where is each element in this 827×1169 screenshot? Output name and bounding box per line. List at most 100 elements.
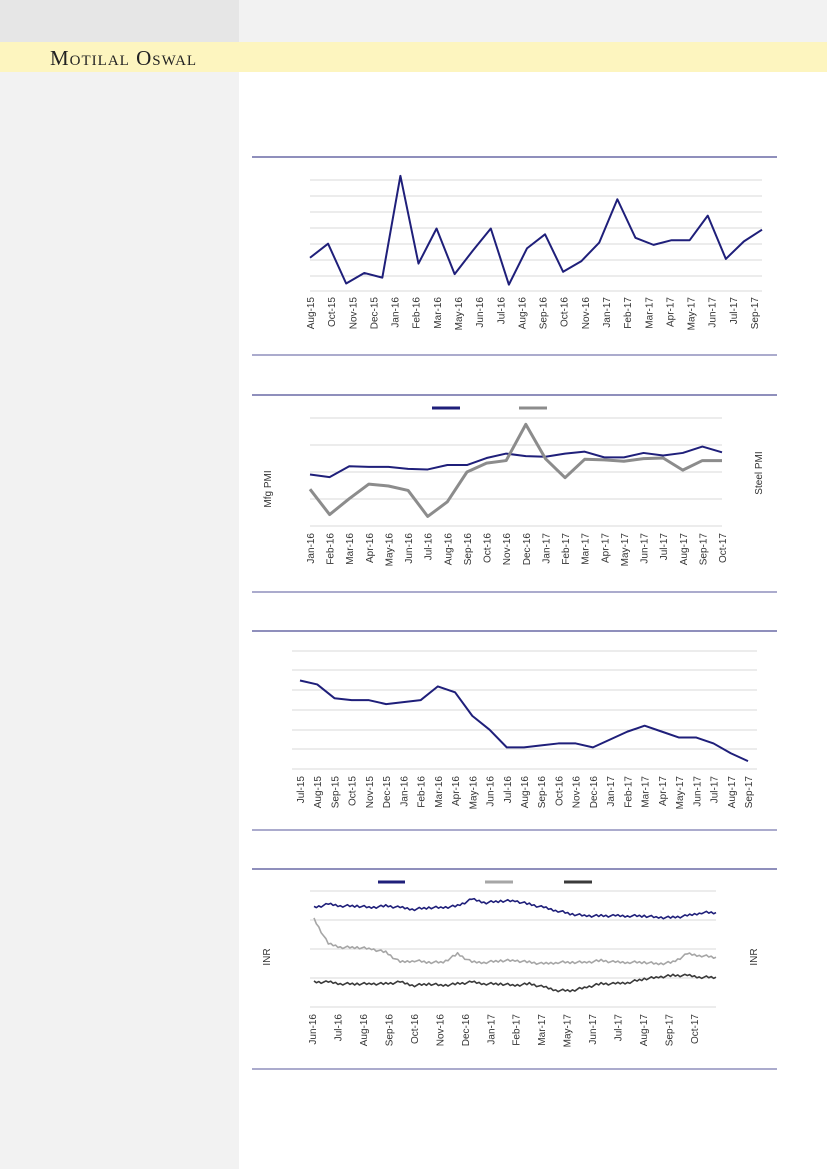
chart3-x-tick-label: Dec-15	[382, 776, 393, 809]
chart3-x-tick-label: Jun-16	[486, 776, 497, 807]
chart1-x-tick-label: Feb-17	[623, 297, 634, 329]
chart4-series-3	[313, 973, 717, 993]
chart1-x-tick-label: Jun-17	[708, 297, 719, 328]
chart4-x-tick-label: Oct-16	[410, 1014, 421, 1044]
chart2-x-tick-label: Dec-16	[522, 533, 533, 566]
left-sidebar	[0, 72, 239, 1169]
chart1-x-tick-label: Aug-16	[517, 297, 528, 330]
chart3-series-line	[299, 679, 749, 763]
chart3-x-tick-label: Aug-17	[727, 776, 738, 809]
chart3-x-tick-label: Aug-16	[520, 776, 531, 809]
chart1-x-tick-label: Oct-15	[327, 297, 338, 327]
chart1-x-tick-label: Nov-15	[348, 297, 359, 330]
chart3-x-tick-label: Feb-16	[417, 776, 428, 808]
chart2-series-steel-pmi	[308, 422, 722, 518]
chart1-x-tick-label: Feb-16	[412, 297, 423, 329]
chart3-x-tick-label: Apr-16	[451, 776, 462, 806]
header-band-right	[239, 0, 827, 42]
chart2-x-tick-label: Aug-16	[443, 533, 454, 566]
chart4-series-1	[313, 897, 717, 920]
chart3-x-tick-label: Oct-16	[554, 776, 565, 806]
chart1-x-tick-label: Jul-17	[729, 297, 740, 325]
chart1-x-tick-label: Jun-16	[475, 297, 486, 328]
chart2-x-tick-label: Oct-16	[483, 533, 494, 563]
chart1-x-tick-label: Jan-16	[391, 297, 402, 328]
chart3-x-tick-label: Feb-17	[623, 776, 634, 808]
chart2-x-tick-label: Jul-17	[659, 533, 670, 561]
chart3-x-tick-label: Jul-17	[710, 776, 721, 804]
chart3-x-tick-label: Sep-16	[537, 776, 548, 809]
chart4-x-tick-label: Sep-17	[665, 1014, 676, 1047]
chart2-x-tick-label: Apr-17	[600, 533, 611, 563]
chart3-x-tick-label: Jan-17	[606, 776, 617, 807]
brand-band	[0, 42, 827, 72]
chart1-x-tick-label: May-17	[687, 297, 698, 331]
chart3-x-tick-label: Jul-15	[296, 776, 307, 804]
chart4-x-tick-label: Jul-17	[614, 1014, 625, 1042]
chart2-x-tick-label: Apr-16	[365, 533, 376, 563]
chart3-x-tick-label: Sep-15	[330, 776, 341, 809]
brand-logo: Motilal Oswal	[50, 46, 198, 70]
header-band-left	[0, 0, 239, 42]
chart2-x-tick-label: Nov-16	[502, 533, 513, 566]
chart3-x-tick-label: Sep-17	[744, 776, 755, 809]
chart3-x-tick-label: Dec-16	[589, 776, 600, 809]
chart2-y2-axis-label: Steel PMI	[754, 451, 765, 494]
chart3-x-tick-label: Aug-15	[313, 776, 324, 809]
chart1-x-tick-label: Oct-16	[560, 297, 571, 327]
chart2-x-tick-label: Mar-17	[581, 533, 592, 565]
chart4-x-tick-label: Aug-16	[359, 1014, 370, 1047]
chart2-series-mfg-pmi	[309, 445, 723, 479]
chart4-x-tick-label: Jan-17	[486, 1014, 497, 1045]
chart4-x-tick-label: Oct-17	[690, 1014, 701, 1044]
chart3-x-tick-label: May-16	[468, 776, 479, 810]
chart4-x-tick-label: Sep-16	[384, 1014, 395, 1047]
chart3-x-tick-label: Oct-15	[348, 776, 359, 806]
chart4-x-tick-label: Jul-16	[333, 1014, 344, 1042]
chart4-x-tick-label: Feb-17	[512, 1014, 523, 1046]
chart4-series-2	[313, 917, 717, 966]
chart3-x-tick-label: Jul-16	[503, 776, 514, 804]
chart2-x-tick-label: Oct-17	[718, 533, 729, 563]
chart1-x-tick-label: May-16	[454, 297, 465, 331]
chart2-x-tick-label: Feb-16	[326, 533, 337, 565]
chart4-y-axis-label: INR	[262, 948, 273, 965]
chart1-x-tick-label: Nov-16	[581, 297, 592, 330]
chart3-x-tick-label: Jun-17	[692, 776, 703, 807]
chart2-x-tick-label: Jul-16	[424, 533, 435, 561]
chart3-x-tick-label: Mar-17	[641, 776, 652, 808]
chart2-x-tick-label: Mar-16	[345, 533, 356, 565]
chart4-x-tick-label: Nov-16	[435, 1014, 446, 1047]
chart3-x-tick-label: Nov-16	[572, 776, 583, 809]
chart1-series-line	[309, 174, 763, 286]
chart1-x-tick-label: Dec-15	[369, 297, 380, 330]
chart1-x-tick-label: Jan-17	[602, 297, 613, 328]
chart2-x-tick-label: Jan-16	[306, 533, 317, 564]
chart4-x-tick-label: Jun-16	[308, 1014, 319, 1045]
chart2-x-tick-label: Aug-17	[679, 533, 690, 566]
chart2-x-tick-label: Jun-17	[640, 533, 651, 564]
chart2-x-tick-label: Sep-17	[698, 533, 709, 566]
chart3-x-tick-label: Jan-16	[399, 776, 410, 807]
chart1-x-tick-label: Sep-17	[750, 297, 761, 330]
chart1-x-tick-label: Jul-16	[496, 297, 507, 325]
chart3-x-tick-label: Nov-15	[365, 776, 376, 809]
chart3-x-tick-label: May-17	[675, 776, 686, 810]
chart2-x-tick-label: May-16	[384, 533, 395, 567]
chart4-x-tick-label: Mar-17	[537, 1014, 548, 1046]
chart1-x-tick-label: Sep-16	[539, 297, 550, 330]
chart4-x-tick-label: Dec-16	[461, 1014, 472, 1047]
chart2-x-tick-label: Jun-16	[404, 533, 415, 564]
chart4-y2-axis-label: INR	[749, 948, 760, 965]
chart3-x-tick-label: Apr-17	[658, 776, 669, 806]
chart2-x-tick-label: Jan-17	[541, 533, 552, 564]
chart1-x-tick-label: Aug-15	[306, 297, 317, 330]
chart1-x-tick-label: Mar-16	[433, 297, 444, 329]
chart2-y-axis-label: Mfg PMI	[263, 470, 274, 507]
chart1-x-tick-label: Mar-17	[644, 297, 655, 329]
chart4-x-tick-label: May-17	[563, 1014, 574, 1048]
chart3-x-tick-label: Mar-16	[434, 776, 445, 808]
chart2-x-tick-label: Sep-16	[463, 533, 474, 566]
chart2-x-tick-label: May-17	[620, 533, 631, 567]
